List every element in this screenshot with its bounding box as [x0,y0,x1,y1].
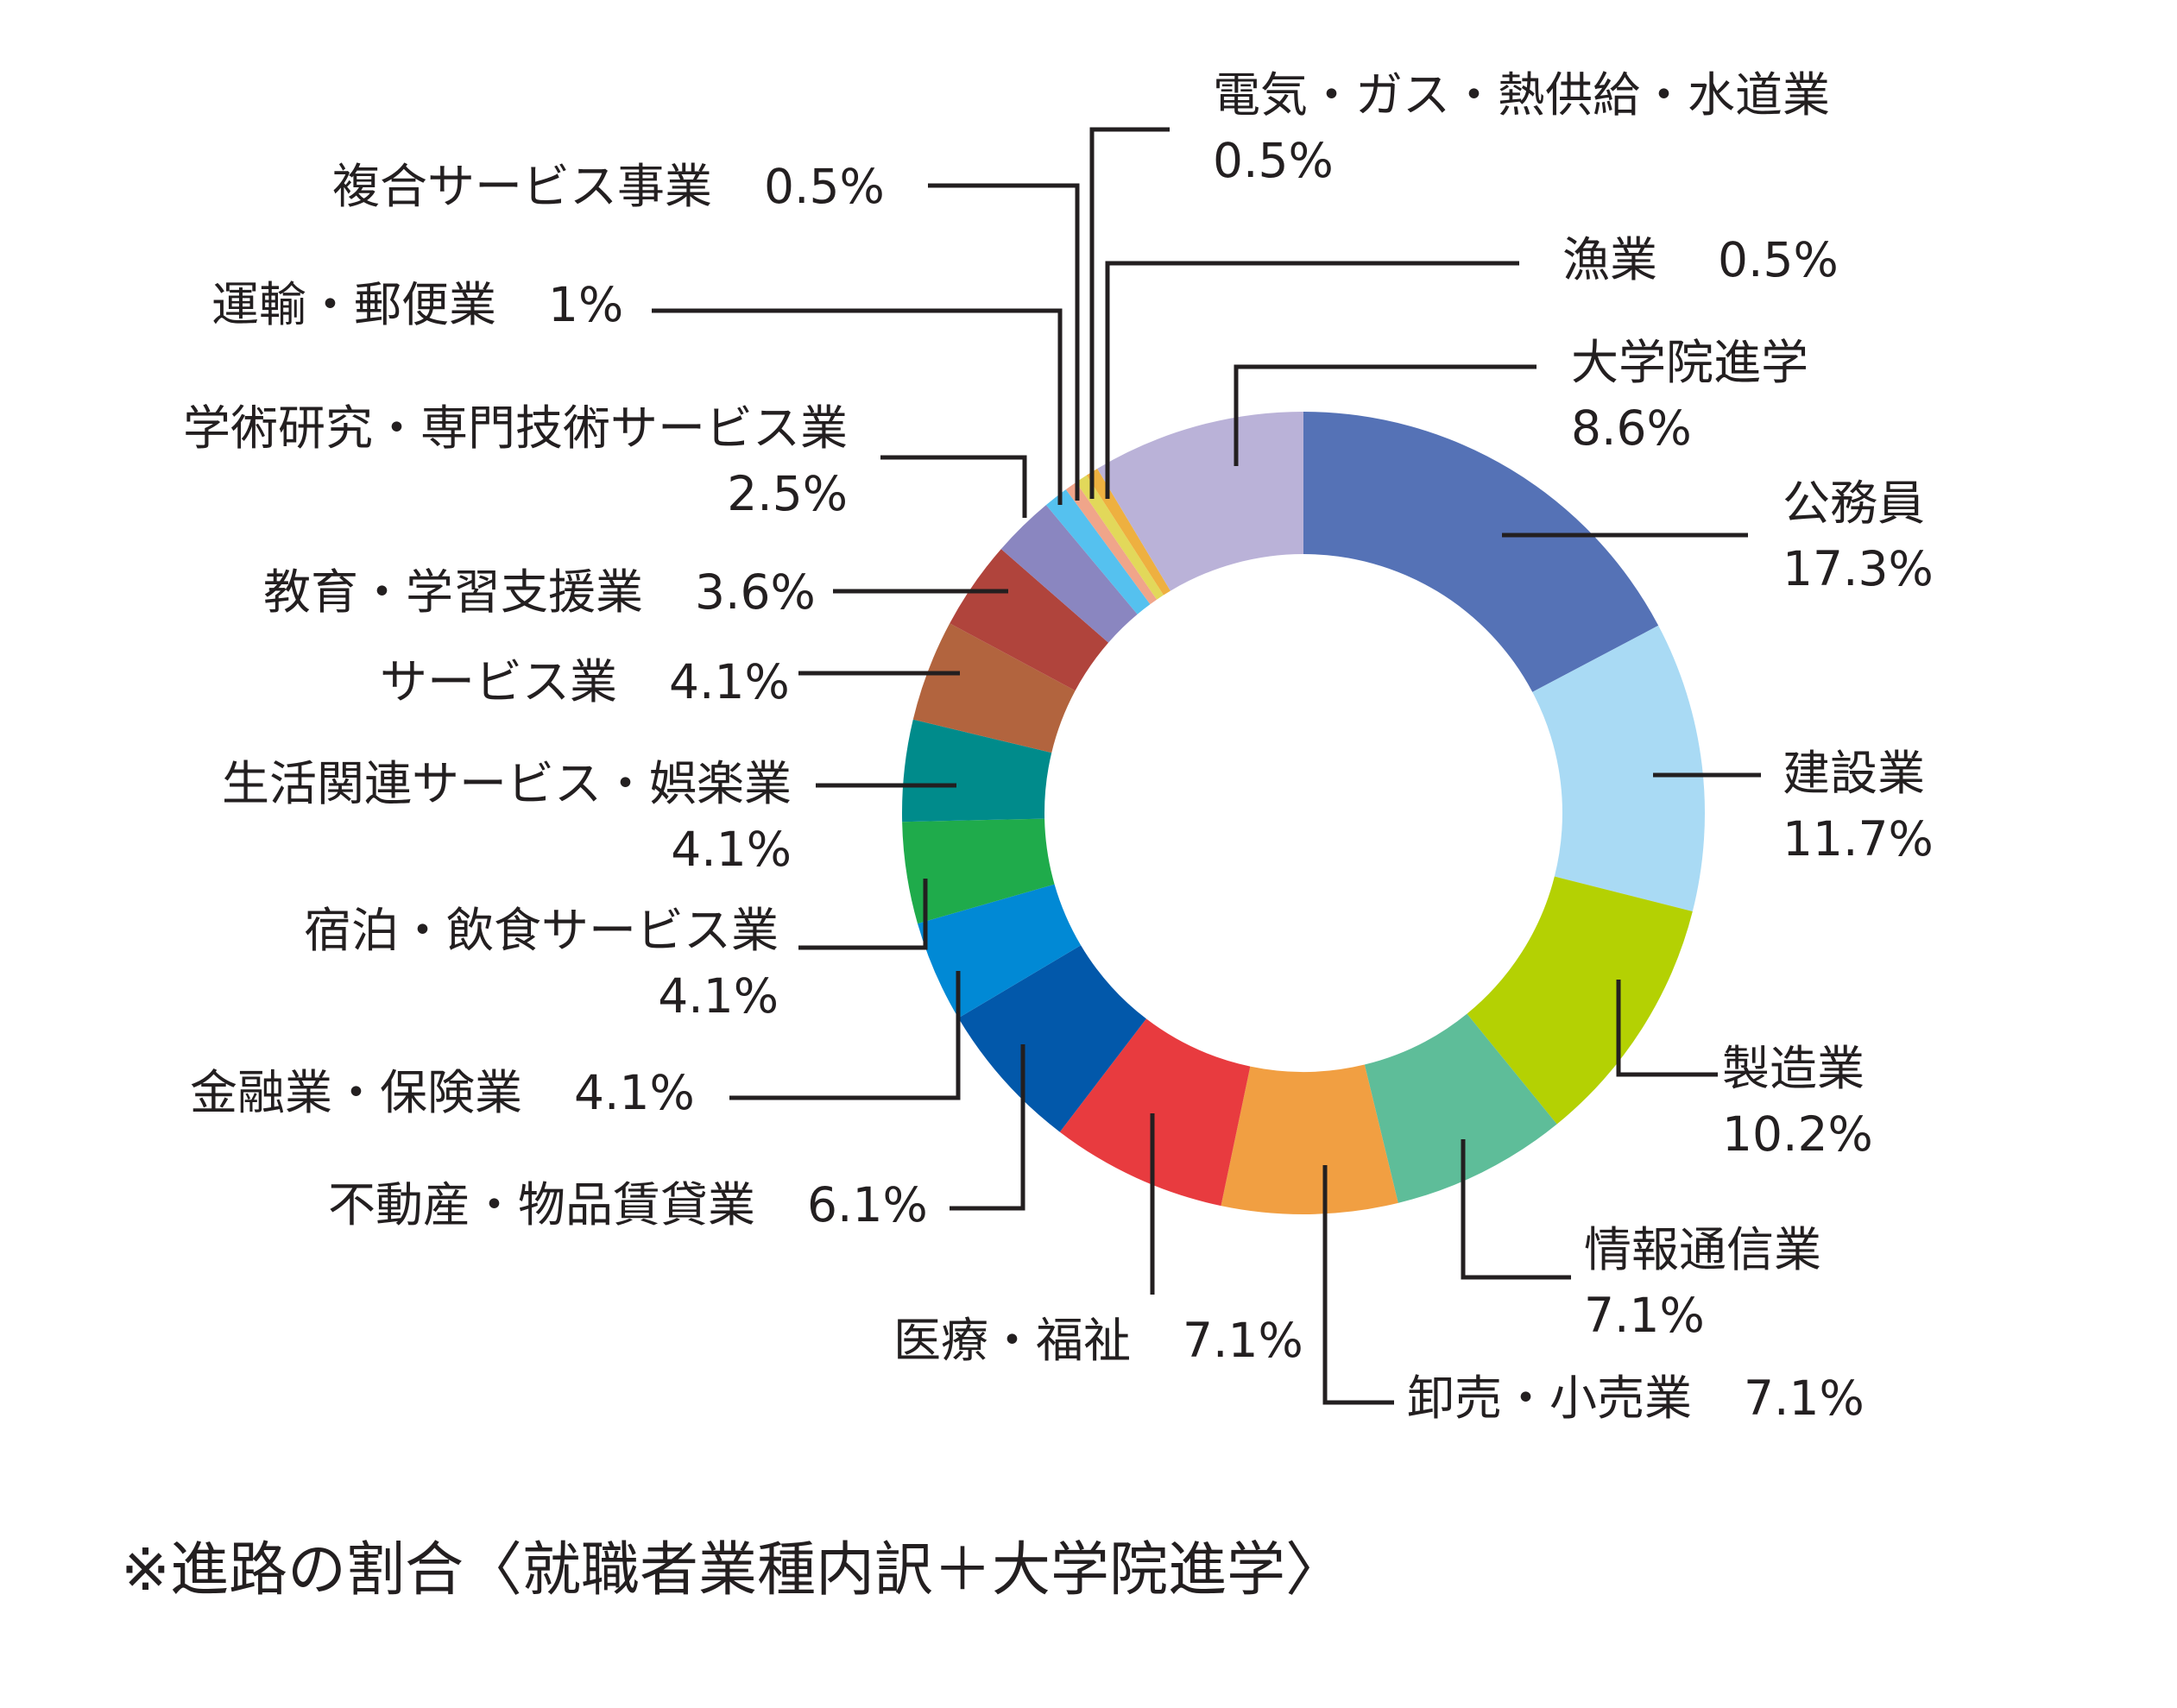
slice-16 [1086,468,1171,596]
slice-9 [902,719,1052,822]
label-daigakuin: 大学院進学 8.6% [1571,335,1809,456]
label-iryo: 医療・福祉 7.1% [893,1313,1303,1368]
leader-line-15 [1089,127,1170,499]
leader-line-12 [880,455,1027,518]
label-kyoiku: 教育・学習支援業 3.6% [263,564,816,620]
slice-8 [902,818,1055,924]
label-kinyu: 金融業・保険業 4.1% [190,1065,695,1120]
slice-17 [1097,412,1303,591]
label-seikatsu: 生活関連サービス・娯楽業 4.1% [221,756,792,877]
slice-5 [1059,1018,1251,1207]
label-kensetsu: 建設業 11.7% [1783,746,1934,867]
slice-4 [1221,1064,1398,1214]
slice-6 [958,945,1146,1132]
leader-line-16 [1105,261,1519,499]
chart-note: ※進路の割合〈就職者業種内訳＋大学院進学〉 [121,1536,1344,1604]
leader-line-4 [1322,1165,1394,1405]
slice-15 [1076,475,1164,600]
slice-1 [1532,625,1706,912]
leader-line-13 [652,308,1063,505]
label-fudosan: 不動産・物品賃貸業 6.1% [328,1177,928,1232]
leader-line-2 [1616,980,1718,1077]
label-gyogyo: 漁業 0.5% [1562,232,1839,287]
leader-line-3 [1461,1139,1571,1280]
slice-13 [1045,489,1151,615]
leader-line-6 [950,1044,1025,1211]
label-gakujutsu: 学術研究・専門技術サービス業 2.5% [182,400,848,521]
label-fukugo: 複合サービス事業 0.5% [332,159,885,214]
slice-2 [1467,876,1693,1125]
slice-0 [1303,412,1659,692]
slice-14 [1065,482,1158,605]
leader-line-14 [928,183,1080,501]
slice-3 [1364,1013,1557,1203]
leader-line-17 [1234,364,1537,466]
slice-12 [1000,505,1138,643]
label-joho: 情報通信業 7.1% [1584,1222,1822,1343]
label-service: サービス業 4.1% [380,654,790,709]
label-denki: 電気・ガス・熱供給・水道業 0.5% [1213,67,1831,188]
leader-line-8 [798,879,928,950]
label-shukuhaku: 宿泊・飲食サービス業 4.1% [303,903,779,1024]
leader-line-7 [729,971,961,1100]
label-seizo: 製造業 10.2% [1722,1041,1873,1162]
label-komuin: 公務員 17.3% [1783,476,1934,596]
label-oroshi: 卸売・小売業 7.1% [1407,1371,1865,1426]
label-unyu: 運輸・郵便業 1% [211,277,624,332]
slice-11 [950,549,1109,691]
slice-10 [912,623,1076,753]
